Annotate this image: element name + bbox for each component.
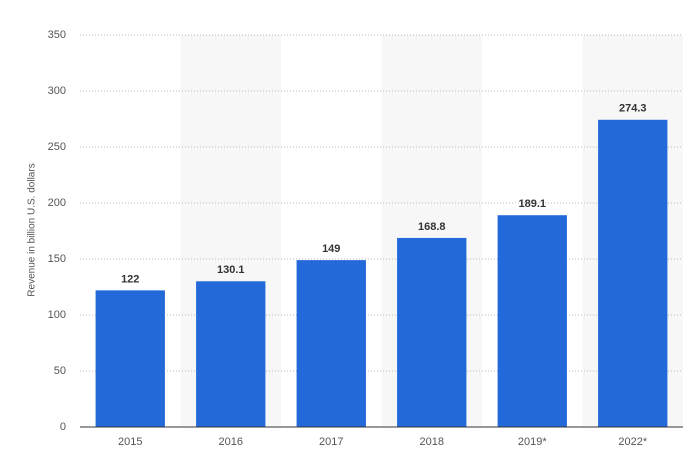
bar [497,215,567,427]
x-tick-label: 2016 [219,436,243,448]
x-tick-label: 2018 [420,436,444,448]
y-tick-label: 150 [48,253,66,265]
y-tick-label: 200 [48,197,66,209]
y-tick-label: 100 [48,309,66,321]
x-tick-label: 2017 [319,436,343,448]
value-label: 130.1 [217,264,245,276]
value-label: 149 [322,243,340,255]
y-tick-label: 0 [60,421,66,433]
x-tick-label: 2019* [518,436,547,448]
value-label: 189.1 [518,198,546,210]
y-tick-label: 350 [48,29,66,41]
y-tick-label: 300 [48,85,66,97]
x-tick-label: 2022* [618,436,647,448]
bar [397,237,467,427]
y-axis-label: Revenue in billion U.S. dollars [27,163,38,296]
bar [296,260,366,427]
value-label: 168.8 [418,221,446,233]
y-tick-label: 250 [48,141,66,153]
bar [598,119,668,427]
value-label: 274.3 [619,103,647,115]
bar [196,281,266,427]
x-tick-label: 2015 [118,436,142,448]
bar [95,290,165,427]
y-tick-label: 50 [54,365,66,377]
value-label: 122 [121,273,139,285]
